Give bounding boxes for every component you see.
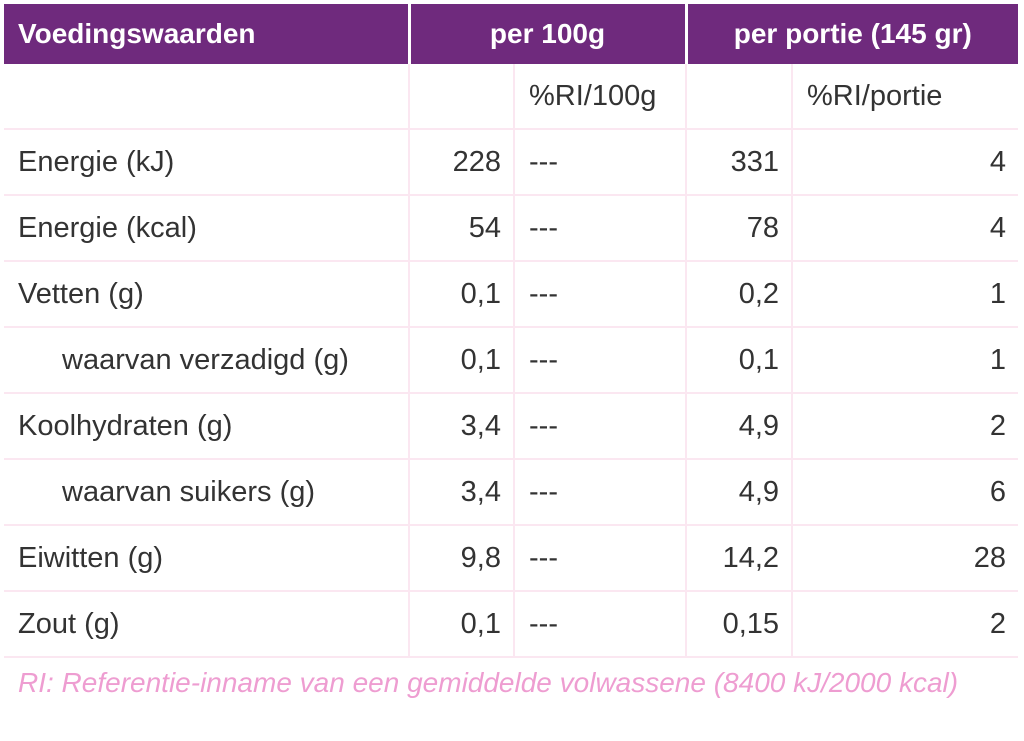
row-ri-100g: --- (514, 195, 688, 262)
row-per-portion: 331 (686, 129, 794, 196)
subheader-ri-100g: %RI/100g (514, 64, 688, 130)
row-per-100g: 0,1 (409, 327, 515, 394)
table-row: Koolhydraten (g) 3,4 --- 4,9 2 (4, 393, 1019, 460)
row-per-portion: 14,2 (686, 525, 794, 592)
row-ri-portion: 28 (792, 525, 1019, 592)
table-row: Energie (kcal) 54 --- 78 4 (4, 195, 1019, 262)
table-subheader-row: %RI/100g %RI/portie (4, 64, 1019, 130)
row-ri-portion: 2 (792, 591, 1019, 658)
row-per-100g: 228 (409, 129, 515, 196)
row-ri-portion: 6 (792, 459, 1019, 526)
row-per-100g: 0,1 (409, 591, 515, 658)
row-label: Vetten (g) (4, 261, 410, 328)
row-label: Eiwitten (g) (4, 525, 410, 592)
table-row: Eiwitten (g) 9,8 --- 14,2 28 (4, 525, 1019, 592)
row-label: Koolhydraten (g) (4, 393, 410, 460)
row-per-portion: 78 (686, 195, 794, 262)
row-per-portion: 4,9 (686, 459, 794, 526)
row-ri-portion: 4 (792, 129, 1019, 196)
row-ri-100g: --- (514, 459, 688, 526)
table-row: Zout (g) 0,1 --- 0,15 2 (4, 591, 1019, 658)
row-per-100g: 0,1 (409, 261, 515, 328)
row-ri-portion: 1 (792, 261, 1019, 328)
row-ri-100g: --- (514, 393, 688, 460)
header-nutrients: Voedingswaarden (4, 4, 411, 64)
row-label: Zout (g) (4, 591, 410, 658)
row-per-100g: 54 (409, 195, 515, 262)
row-ri-100g: --- (514, 261, 688, 328)
row-ri-portion: 4 (792, 195, 1019, 262)
table-row: waarvan verzadigd (g) 0,1 --- 0,1 1 (4, 327, 1019, 394)
row-per-portion: 0,1 (686, 327, 794, 394)
subheader-empty (4, 64, 410, 130)
row-label: waarvan suikers (g) (4, 459, 410, 526)
table-header-row: Voedingswaarden per 100g per portie (145… (4, 4, 1019, 64)
row-label: Energie (kJ) (4, 129, 410, 196)
row-ri-portion: 1 (792, 327, 1019, 394)
subheader-empty (409, 64, 515, 130)
row-ri-100g: --- (514, 525, 688, 592)
nutrition-table: Voedingswaarden per 100g per portie (145… (4, 4, 1019, 658)
header-per-portion: per portie (145 gr) (686, 4, 1019, 64)
row-per-100g: 9,8 (409, 525, 515, 592)
ri-footnote: RI: Referentie-inname van een gemiddelde… (18, 667, 959, 698)
row-per-100g: 3,4 (409, 393, 515, 460)
header-per-100g: per 100g (409, 4, 688, 64)
subheader-empty (686, 64, 794, 130)
row-label: waarvan verzadigd (g) (4, 327, 410, 394)
table-row: Vetten (g) 0,1 --- 0,2 1 (4, 261, 1019, 328)
row-label: Energie (kcal) (4, 195, 410, 262)
row-per-portion: 0,15 (686, 591, 794, 658)
subheader-ri-portion: %RI/portie (792, 64, 1019, 130)
row-per-100g: 3,4 (409, 459, 515, 526)
row-per-portion: 0,2 (686, 261, 794, 328)
table-row: Energie (kJ) 228 --- 331 4 (4, 129, 1019, 196)
row-per-portion: 4,9 (686, 393, 794, 460)
row-ri-100g: --- (514, 591, 688, 658)
nutrition-table-container: Voedingswaarden per 100g per portie (145… (4, 4, 1019, 704)
row-ri-100g: --- (514, 129, 688, 196)
row-ri-portion: 2 (792, 393, 1019, 460)
row-ri-100g: --- (514, 327, 688, 394)
table-row: waarvan suikers (g) 3,4 --- 4,9 6 (4, 459, 1019, 526)
